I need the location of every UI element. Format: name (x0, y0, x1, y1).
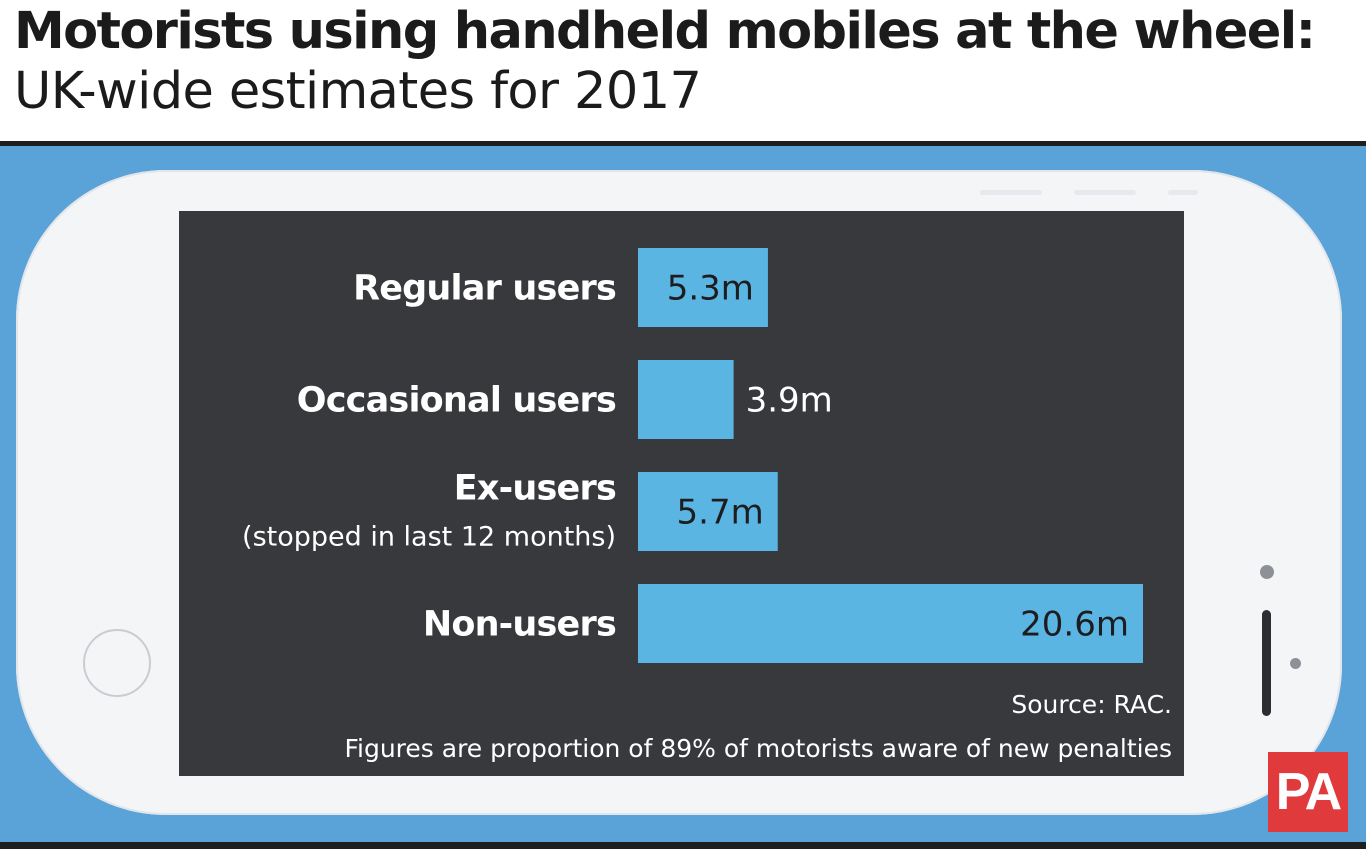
header-rule (0, 141, 1366, 146)
chart-title: Motorists using handheld mobiles at the … (14, 2, 1316, 61)
value-label: 20.6m (1020, 605, 1129, 645)
value-label: 5.7m (677, 493, 764, 533)
phone-side-button-icon (1074, 190, 1136, 195)
phone-side-button-icon (980, 190, 1042, 195)
source-note: Source: RAC. (1011, 690, 1172, 719)
phone-home-button-icon (83, 629, 151, 697)
pa-logo: PA (1268, 752, 1348, 832)
value-label: 3.9m (746, 381, 833, 421)
bar (638, 360, 734, 439)
chart-subtitle: UK-wide estimates for 2017 (14, 62, 702, 121)
category-label: Occasional users (297, 381, 616, 421)
header: Motorists using handheld mobiles at the … (0, 0, 1366, 141)
phone-camera-icon (1260, 565, 1274, 579)
chart-panel: Regular users 5.3m Occasional users 3.9m Ex-… (179, 211, 1184, 776)
value-label: 5.3m (667, 269, 754, 309)
category-label: Non-users (423, 605, 616, 645)
phone-speaker-icon (1262, 610, 1271, 716)
bar-chart: Regular users 5.3m Occasional users 3.9m Ex-… (242, 248, 1172, 763)
category-label: Ex-users (454, 469, 616, 509)
bottom-rule (0, 842, 1366, 849)
category-sublabel: (stopped in last 12 months) (242, 522, 616, 553)
bar (638, 248, 768, 327)
bar (638, 472, 778, 551)
phone-side-button-icon (1168, 190, 1198, 195)
phone-sensor-icon (1290, 658, 1301, 669)
bar (638, 584, 1143, 663)
footnote: Figures are proportion of 89% of motoris… (344, 734, 1172, 763)
bars-layer: Regular users 5.3m Occasional users 3.9m Ex-… (242, 248, 1143, 663)
category-label: Regular users (353, 269, 616, 309)
